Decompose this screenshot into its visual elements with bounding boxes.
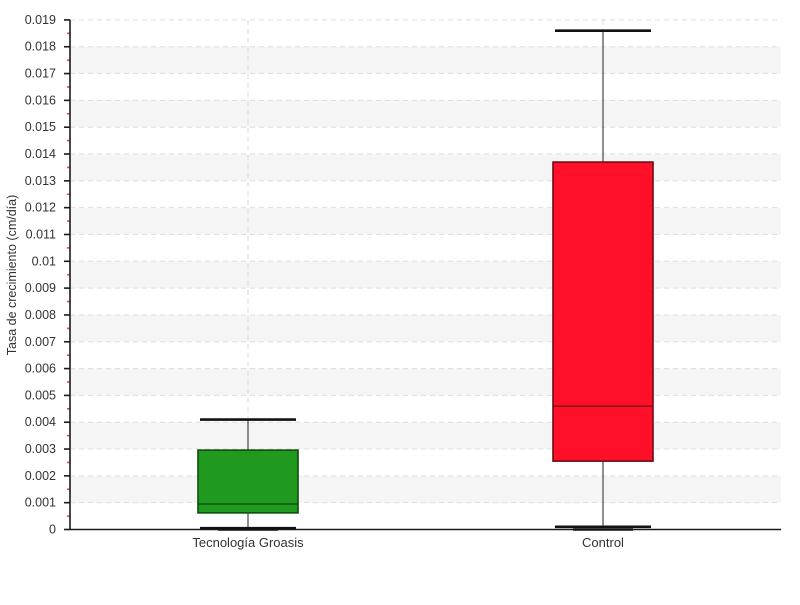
svg-text:0.011: 0.011 [26, 227, 56, 241]
svg-text:Tasa de crecimiento (cm/día): Tasa de crecimiento (cm/día) [5, 195, 19, 355]
svg-text:0.006: 0.006 [25, 362, 56, 376]
svg-text:0.003: 0.003 [25, 442, 56, 456]
svg-text:0.008: 0.008 [25, 308, 56, 322]
svg-text:0.005: 0.005 [25, 388, 56, 402]
svg-text:0.012: 0.012 [25, 201, 56, 215]
svg-text:0.002: 0.002 [25, 469, 56, 483]
svg-text:0: 0 [49, 523, 56, 537]
svg-text:0.007: 0.007 [25, 335, 56, 349]
svg-text:0.013: 0.013 [25, 174, 56, 188]
svg-text:0.019: 0.019 [25, 13, 56, 27]
svg-text:0.001: 0.001 [25, 496, 56, 510]
svg-text:0.016: 0.016 [25, 93, 56, 107]
svg-text:0.004: 0.004 [25, 415, 56, 429]
svg-text:0.014: 0.014 [25, 147, 56, 161]
svg-text:0.017: 0.017 [25, 67, 56, 81]
svg-text:0.01: 0.01 [32, 254, 56, 268]
svg-text:Control: Control [582, 535, 624, 550]
svg-text:0.009: 0.009 [25, 281, 56, 295]
svg-text:0.015: 0.015 [25, 120, 56, 134]
svg-text:Tecnología Groasis: Tecnología Groasis [192, 535, 304, 550]
svg-text:0.018: 0.018 [25, 40, 56, 54]
